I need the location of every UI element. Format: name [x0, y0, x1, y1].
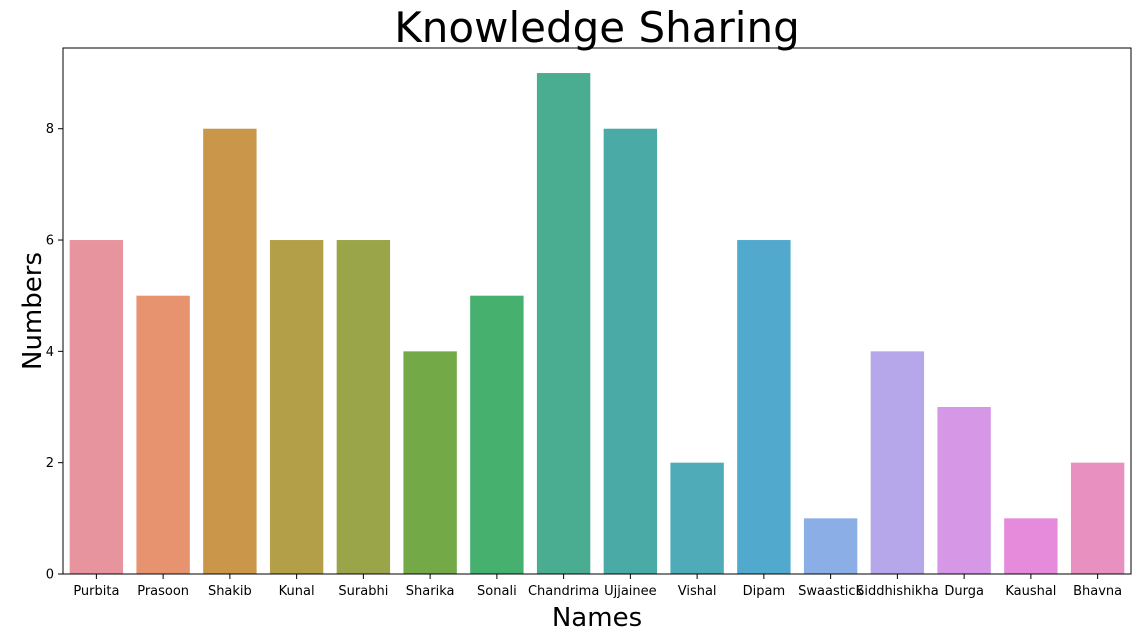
x-tick-label: Kunal [279, 584, 315, 599]
x-tick-label: Dipam [743, 584, 786, 599]
x-tick-label: Swaastick [798, 584, 863, 599]
bar-ujjainee [603, 128, 658, 574]
bars-group [69, 73, 1125, 575]
bar-prasoon [136, 295, 190, 574]
bar-shakib [203, 128, 257, 574]
x-axis-ticks: Purbita Prasoon Shakib Kunal Surabhi Sharika S… [73, 574, 1122, 599]
bar-durga [937, 407, 991, 574]
y-tick-label: 6 [46, 234, 54, 249]
y-axis-title: Numbers [18, 252, 48, 370]
bar-kunal [269, 240, 324, 574]
x-tick-label: Purbita [73, 584, 119, 599]
x-tick-label: Sonali [477, 584, 517, 599]
bar-bhavna [1070, 462, 1125, 574]
bar-kaushal [1004, 518, 1058, 574]
bar-sharika [403, 351, 457, 574]
bar-siddhishikha [870, 351, 925, 574]
x-tick-label: Vishal [678, 584, 717, 599]
x-tick-label: Surabhi [338, 584, 388, 599]
x-tick-label: Siddhishikha [856, 584, 939, 599]
bar-swaastick [803, 518, 858, 574]
bar-purbita [69, 240, 124, 574]
x-tick-label: Prasoon [137, 584, 189, 599]
x-tick-label: Durga [944, 584, 984, 599]
chart-title: Knowledge Sharing [394, 3, 799, 52]
x-tick-label: Ujjainee [604, 584, 657, 599]
y-axis-ticks: 0 2 4 6 8 [46, 122, 63, 583]
x-tick-label: Sharika [406, 584, 455, 599]
x-tick-label: Chandrima [528, 584, 599, 599]
y-tick-label: 8 [46, 122, 54, 137]
plot-frame [62, 47, 1132, 575]
bar-dipam [737, 240, 791, 574]
bar-surabhi [336, 240, 391, 574]
x-axis-title: Names [552, 603, 642, 633]
bar-chandrima [536, 73, 591, 575]
y-tick-label: 0 [46, 568, 54, 583]
bar-sonali [470, 295, 524, 574]
x-tick-label: Kaushal [1005, 584, 1056, 599]
y-tick-label: 2 [46, 456, 54, 471]
x-tick-label: Shakib [208, 584, 252, 599]
bar-vishal [670, 462, 724, 574]
x-tick-label: Bhavna [1073, 584, 1122, 599]
y-tick-label: 4 [46, 345, 54, 360]
